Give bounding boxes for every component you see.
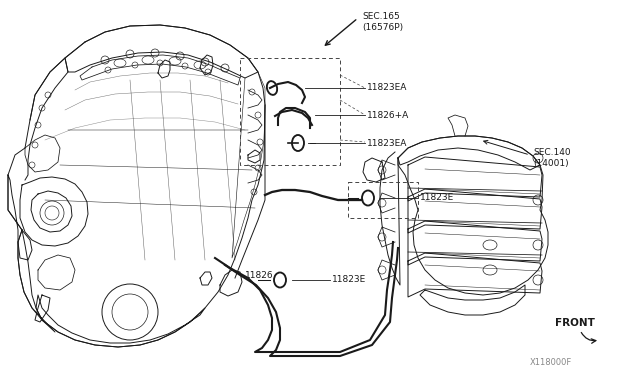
Text: FRONT: FRONT	[555, 318, 595, 328]
Text: SEC.140
(14001): SEC.140 (14001)	[533, 148, 571, 168]
Text: 11826+A: 11826+A	[367, 110, 409, 119]
Text: 11826: 11826	[245, 270, 274, 279]
Text: 11823EA: 11823EA	[367, 138, 408, 148]
Text: 11823EA: 11823EA	[367, 83, 408, 93]
Text: 11823E: 11823E	[332, 276, 366, 285]
Text: SEC.165
(16576P): SEC.165 (16576P)	[362, 12, 403, 32]
Text: X118000F: X118000F	[530, 358, 572, 367]
Text: 11823E: 11823E	[420, 193, 454, 202]
